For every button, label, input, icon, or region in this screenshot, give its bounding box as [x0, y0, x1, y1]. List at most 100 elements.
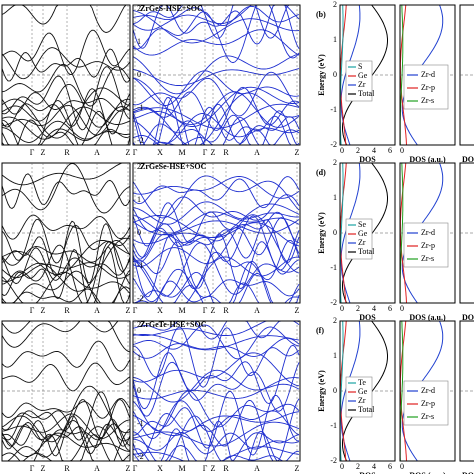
- legend-label: Ge: [358, 229, 368, 238]
- energy-tick-label: 0: [137, 386, 141, 395]
- dos3-axis-label: DO: [462, 313, 474, 322]
- band-line: [132, 431, 300, 455]
- energy-tick-label: 1: [137, 37, 141, 46]
- legend-label: Total: [358, 89, 375, 98]
- band-line: [132, 211, 300, 234]
- band-line: [132, 77, 300, 127]
- band-line: [132, 377, 300, 400]
- band-line: [132, 4, 300, 64]
- dos-energy-tick-label: 2: [333, 316, 337, 325]
- k-label: Z: [126, 306, 131, 315]
- band-line: [1, 432, 131, 457]
- band-line: [132, 113, 300, 144]
- band-line: [1, 48, 131, 83]
- band-line: [1, 162, 131, 214]
- k-label: Γ: [203, 464, 208, 473]
- k-label: Γ: [30, 464, 35, 473]
- panel-frame: [1, 4, 131, 146]
- band-line: [132, 324, 300, 360]
- band-line: [1, 320, 131, 353]
- band-line: [1, 246, 131, 304]
- legend-label: Zr-d: [421, 70, 435, 79]
- energy-tick-label: 1: [137, 195, 141, 204]
- energy-tick-label: -1: [137, 419, 144, 428]
- band-line: [132, 10, 300, 44]
- band-line: [1, 104, 131, 136]
- band-line: [132, 175, 300, 219]
- dos-energy-tick-label: 0: [333, 70, 337, 79]
- band-line: [133, 272, 300, 304]
- energy-tick-label: 1: [137, 353, 141, 362]
- panel-label: (b): [316, 10, 326, 19]
- dos-energy-tick-label: -1: [330, 421, 337, 430]
- band-title: ZrGeS-HSE+SOC: [140, 4, 203, 13]
- dos-energy-tick-label: -2: [330, 298, 337, 307]
- band-line: [132, 97, 299, 146]
- k-label: X: [157, 306, 163, 315]
- dos3-axis-label: DO: [462, 155, 474, 164]
- band-line: [1, 237, 131, 292]
- band-line: [132, 4, 300, 49]
- band-line: [1, 239, 131, 276]
- legend-label: Se: [358, 220, 366, 229]
- k-label: Γ: [30, 148, 35, 157]
- band-line: [132, 334, 300, 351]
- dos-tick-label: 4: [372, 462, 376, 471]
- energy-tick-label: -2: [137, 452, 144, 461]
- band-line: [1, 286, 131, 304]
- k-label: Γ: [133, 306, 138, 315]
- energy-tick-label: -2: [137, 136, 144, 145]
- dos-energy-tick-label: 1: [333, 351, 337, 360]
- legend-label: Zr: [358, 396, 366, 405]
- band-line: [1, 340, 131, 372]
- band-line: [132, 71, 300, 117]
- dos-tick-label: 0: [340, 304, 344, 313]
- band-line: [1, 173, 131, 210]
- dos-axis-label: DOS: [359, 155, 376, 164]
- dos2-axis-label: DOS (a.u.): [409, 155, 446, 164]
- band-line: [132, 352, 300, 387]
- k-label: R: [223, 464, 229, 473]
- k-label: Γ: [133, 464, 138, 473]
- k-label: Z: [295, 306, 300, 315]
- band-line: [132, 233, 300, 290]
- band-line: [132, 234, 300, 298]
- dos-tick-label: 2: [356, 146, 360, 155]
- band-line: [132, 320, 300, 340]
- band-line: [1, 214, 131, 240]
- k-label: Z: [295, 148, 300, 157]
- dos-axis-label: DOS: [359, 313, 376, 322]
- k-label: Z: [41, 306, 46, 315]
- k-label: R: [64, 464, 70, 473]
- band-line: [132, 110, 299, 146]
- band-line: [1, 162, 130, 186]
- legend-label: Ge: [358, 71, 368, 80]
- legend-label: Zr-s: [421, 412, 434, 421]
- band-line: [1, 418, 131, 451]
- dos2-tick-label: 0: [400, 146, 404, 155]
- k-label: Γ: [133, 148, 138, 157]
- energy-tick-label: -1: [137, 103, 144, 112]
- dos-energy-tick-label: 1: [333, 193, 337, 202]
- band-line: [132, 5, 300, 27]
- band-line: [132, 68, 300, 86]
- band-line: [132, 103, 300, 129]
- dos-tick-label: 2: [356, 304, 360, 313]
- k-label: M: [178, 306, 185, 315]
- k-label: X: [157, 148, 163, 157]
- dos2-tick-label: 0: [400, 462, 404, 471]
- band-line: [132, 390, 300, 432]
- panel-frame: [1, 320, 131, 462]
- dos-energy-tick-label: 2: [333, 158, 337, 167]
- legend-label: Zr-p: [421, 241, 435, 250]
- energy-tick-label: 2: [137, 320, 141, 329]
- k-label: Z: [211, 148, 216, 157]
- dos-energy-tick-label: -2: [330, 140, 337, 149]
- band-line: [1, 106, 131, 140]
- dos-energy-tick-label: 1: [333, 35, 337, 44]
- k-label: R: [223, 148, 229, 157]
- legend-label: Zr-d: [421, 228, 435, 237]
- band-line: [1, 247, 131, 285]
- band-line: [1, 120, 131, 143]
